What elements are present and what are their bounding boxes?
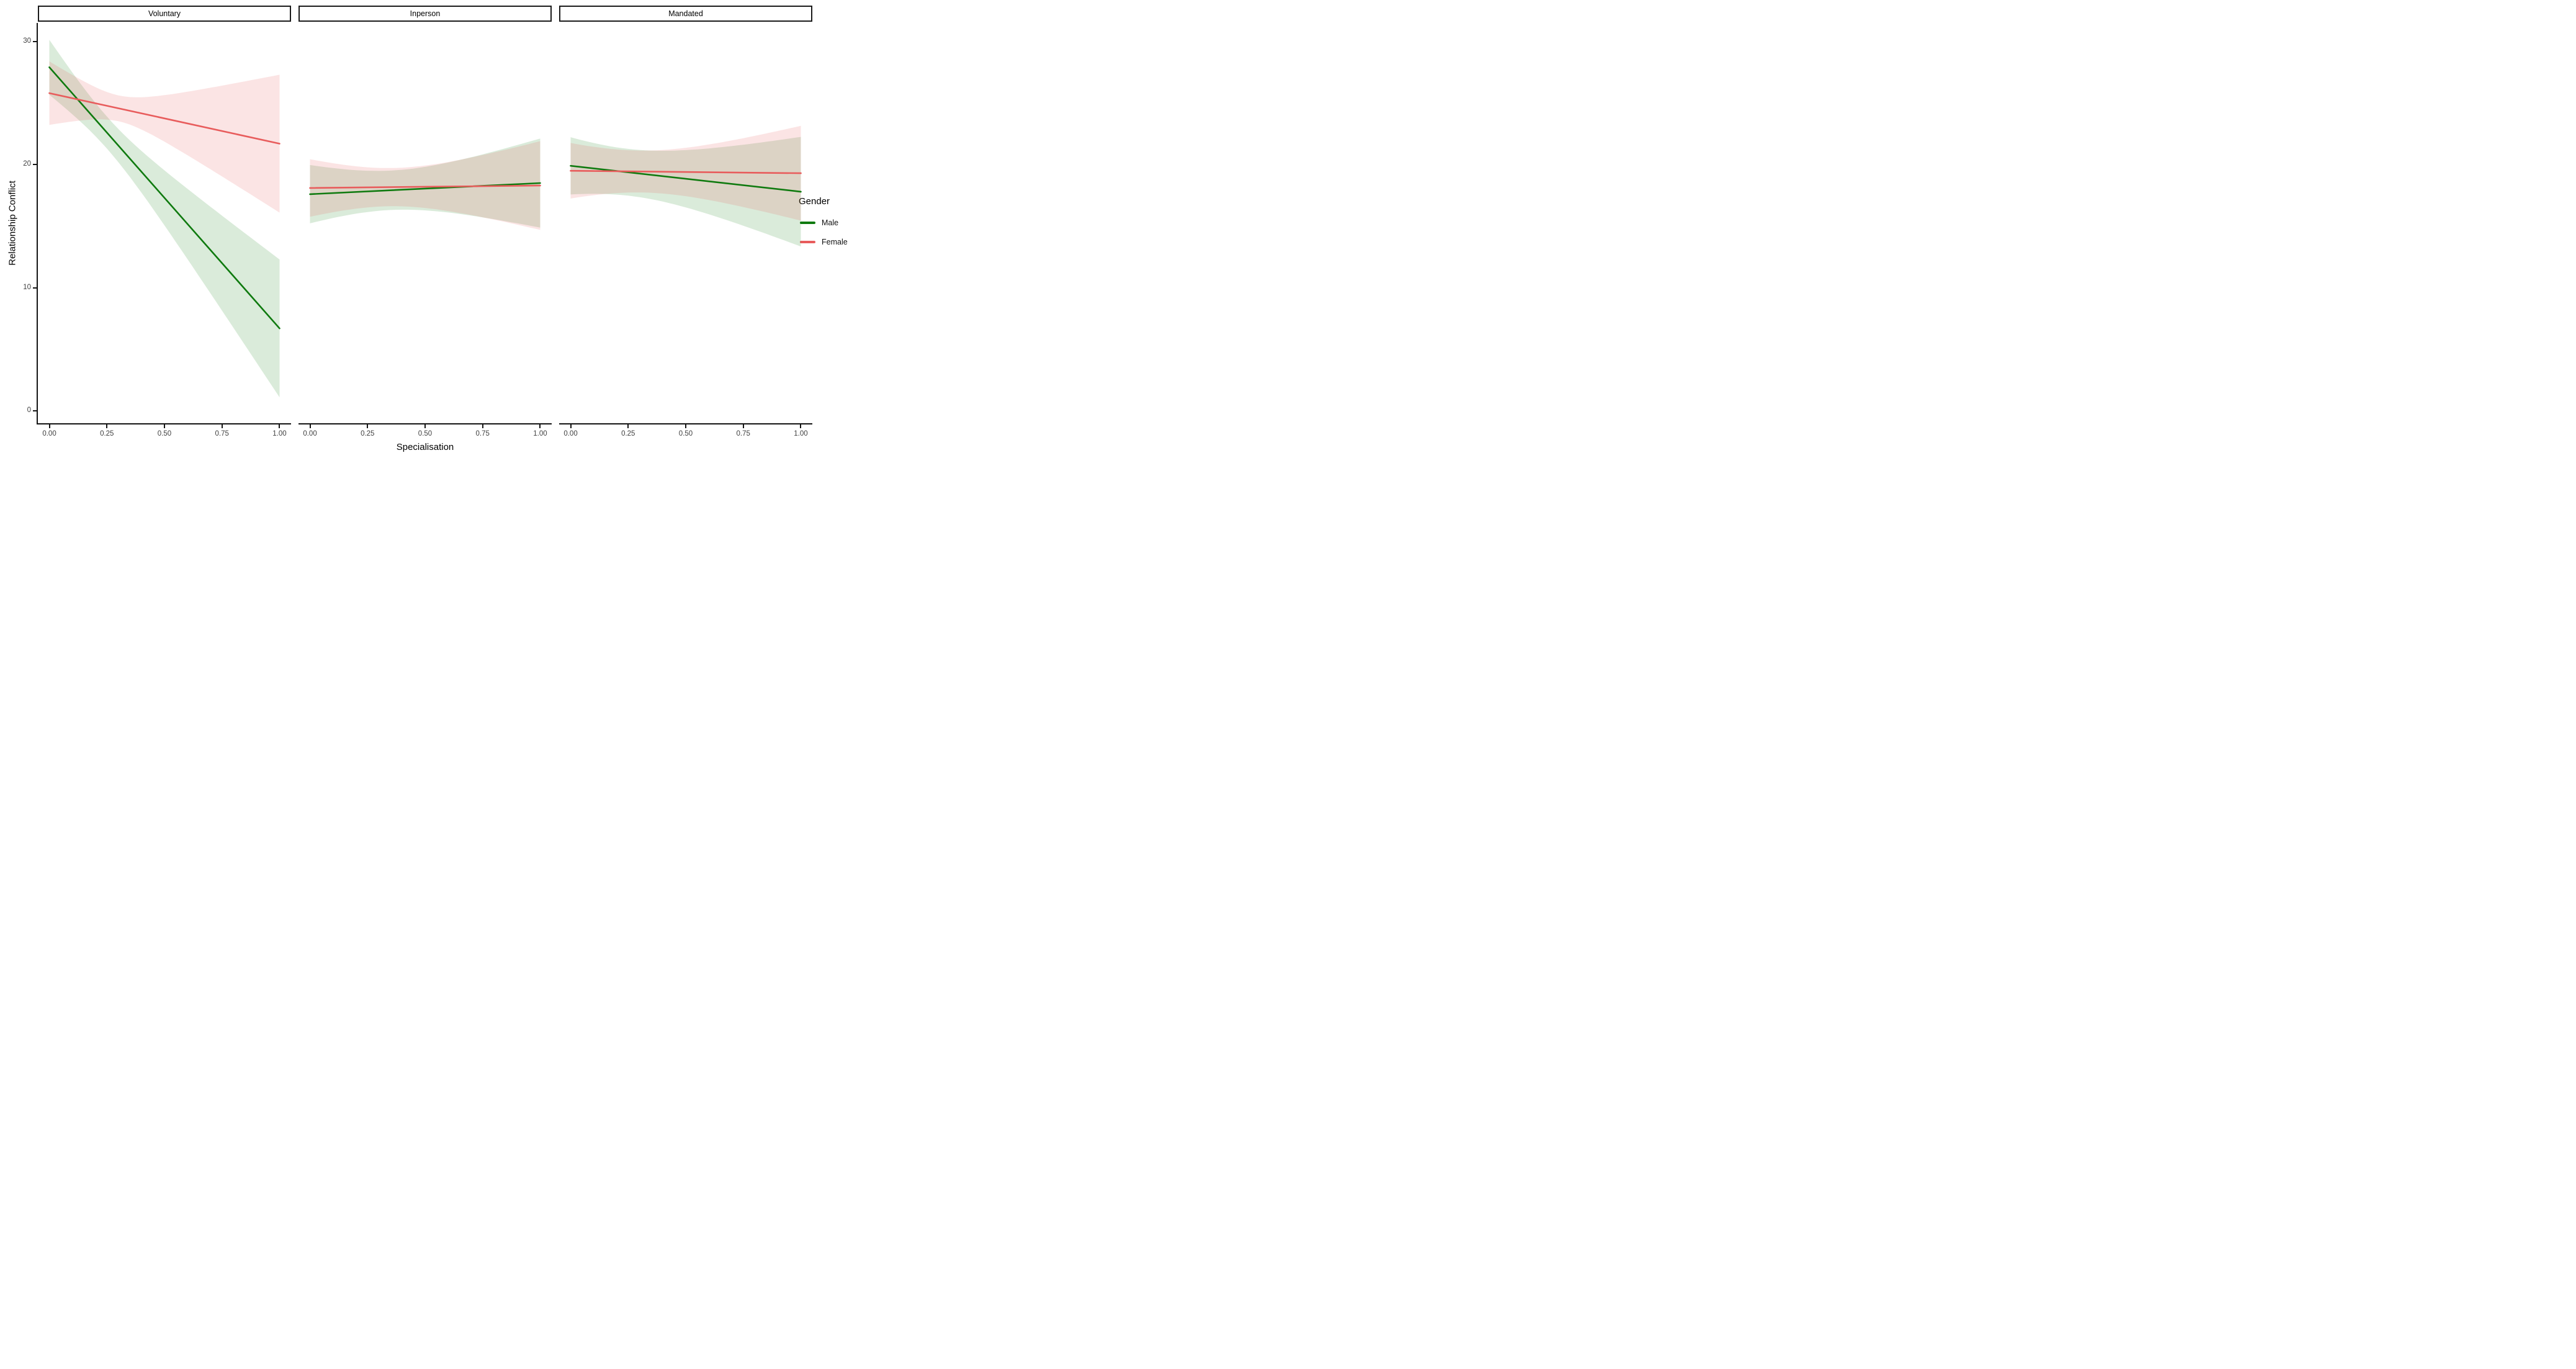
- male-confidence-ribbon: [310, 138, 541, 228]
- chart-panel-mandated: [570, 125, 802, 247]
- x-tick-mark: [742, 424, 744, 428]
- x-tick-mark: [482, 424, 483, 428]
- male-regression-line: [570, 164, 802, 193]
- x-tick-label: 0.25: [361, 430, 375, 438]
- male-confidence-ribbon: [570, 137, 801, 247]
- y-axis-title: Relationship Conflict: [7, 181, 18, 266]
- male-confidence-ribbon: [49, 40, 280, 398]
- female-regression-line: [48, 92, 280, 145]
- x-axis-title: Specialisation: [396, 442, 454, 452]
- legend-label: Female: [822, 238, 848, 246]
- x-tick-label: 0.00: [42, 430, 56, 438]
- x-tick-mark: [367, 424, 369, 428]
- chart-panel-voluntary: [48, 40, 280, 398]
- female-confidence-ribbon: [570, 125, 801, 221]
- x-axis-line: [298, 423, 552, 424]
- facet-label: Mandated: [668, 9, 703, 18]
- legend-title: Gender: [799, 196, 830, 207]
- y-tick-label: 30: [23, 37, 31, 45]
- x-tick-label: 0.25: [100, 430, 114, 438]
- male-regression-line: [48, 66, 280, 330]
- female-regression-line: [309, 184, 541, 189]
- x-tick-mark: [106, 424, 108, 428]
- x-tick-label: 0.00: [563, 430, 578, 438]
- y-tick-label: 10: [23, 283, 31, 291]
- legend-entry-male: Male: [800, 218, 838, 227]
- facet-strip-voluntary: Voluntary: [38, 6, 291, 22]
- faceted-line-chart: Voluntary Inperson Mandated Specialisati…: [0, 0, 859, 456]
- female-confidence-ribbon: [49, 61, 280, 213]
- x-tick-label: 0.75: [736, 430, 750, 438]
- x-tick-label: 1.00: [794, 430, 808, 438]
- x-tick-mark: [685, 424, 686, 428]
- x-tick-label: 1.00: [533, 430, 547, 438]
- x-tick-label: 0.50: [418, 430, 433, 438]
- chart-panel-inperson: [309, 138, 541, 230]
- x-tick-label: 0.75: [215, 430, 229, 438]
- x-tick-label: 1.00: [272, 430, 287, 438]
- male-line-key-icon: [800, 222, 815, 224]
- x-tick-label: 0.00: [303, 430, 317, 438]
- legend-entry-female: Female: [800, 238, 848, 246]
- x-tick-label: 0.25: [621, 430, 635, 438]
- x-tick-mark: [164, 424, 165, 428]
- legend-label: Male: [822, 218, 839, 227]
- x-tick-label: 0.50: [157, 430, 172, 438]
- y-tick-mark: [33, 164, 37, 166]
- x-axis-line: [38, 423, 291, 424]
- female-confidence-ribbon: [310, 141, 541, 230]
- y-tick-label: 20: [23, 160, 31, 168]
- x-tick-mark: [309, 424, 311, 428]
- x-tick-mark: [627, 424, 629, 428]
- x-tick-mark: [221, 424, 223, 428]
- x-axis-line: [559, 423, 812, 424]
- x-tick-mark: [800, 424, 802, 428]
- female-line-key-icon: [800, 241, 815, 243]
- x-tick-mark: [570, 424, 572, 428]
- facet-strip-inperson: Inperson: [298, 6, 552, 22]
- y-tick-mark: [33, 287, 37, 289]
- facet-label: Inperson: [410, 9, 441, 18]
- x-tick-mark: [48, 424, 50, 428]
- x-tick-mark: [279, 424, 280, 428]
- y-tick-mark: [33, 410, 37, 412]
- facet-label: Voluntary: [148, 9, 181, 18]
- x-tick-mark: [424, 424, 426, 428]
- y-axis-line: [37, 23, 38, 424]
- x-tick-mark: [539, 424, 541, 428]
- x-tick-label: 0.75: [475, 430, 490, 438]
- y-tick-mark: [33, 40, 37, 42]
- female-regression-line: [570, 169, 802, 174]
- y-tick-label: 0: [27, 406, 31, 415]
- male-regression-line: [309, 182, 541, 195]
- x-tick-label: 0.50: [678, 430, 693, 438]
- facet-strip-mandated: Mandated: [559, 6, 812, 22]
